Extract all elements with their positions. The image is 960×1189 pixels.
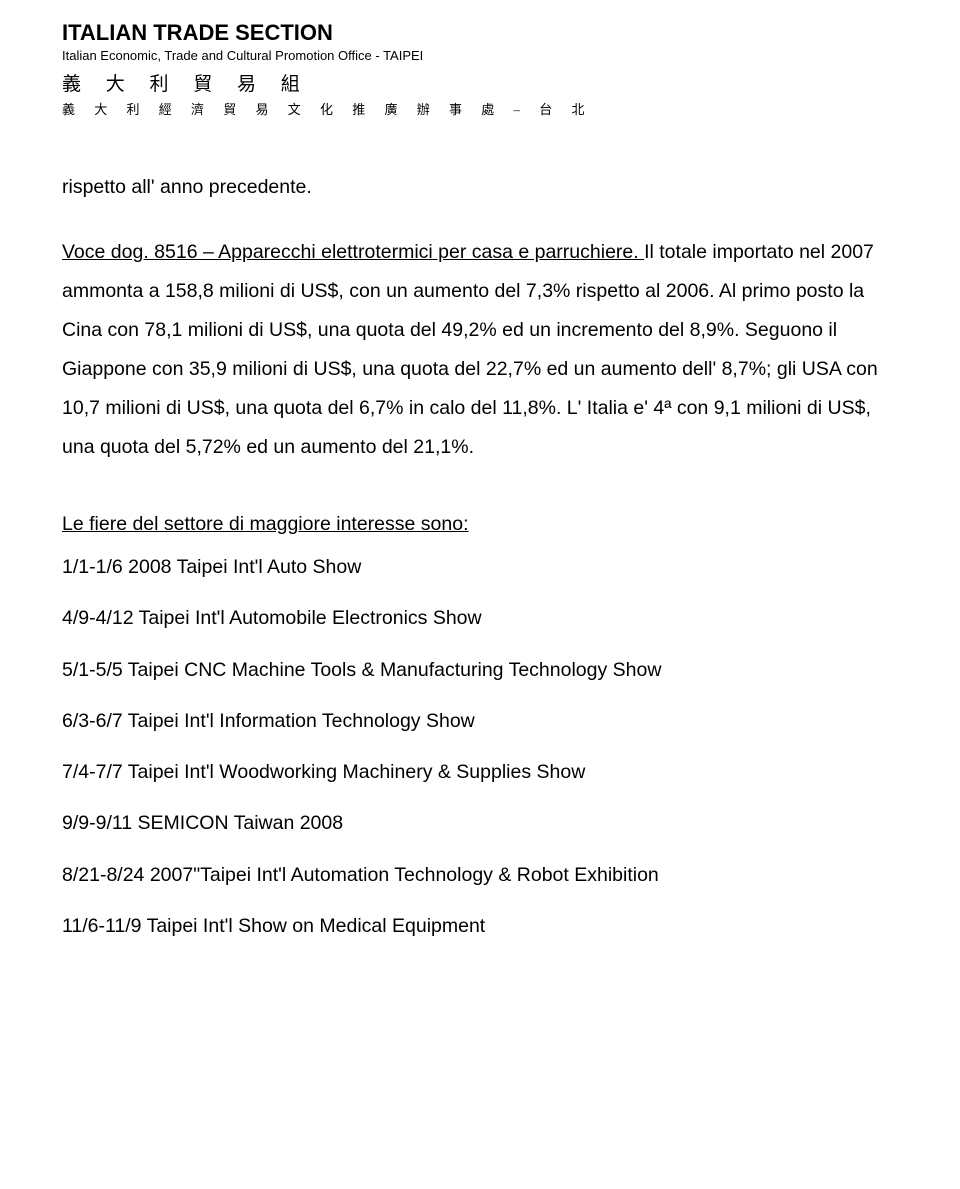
- fair-item: 7/4-7/7 Taipei Int'l Woodworking Machine…: [62, 759, 898, 786]
- fair-item: 5/1-5/5 Taipei CNC Machine Tools & Manuf…: [62, 657, 898, 684]
- fair-item: 11/6-11/9 Taipei Int'l Show on Medical E…: [62, 913, 898, 940]
- fair-item: 4/9-4/12 Taipei Int'l Automobile Electro…: [62, 605, 898, 632]
- fair-item: 1/1-1/6 2008 Taipei Int'l Auto Show: [62, 554, 898, 581]
- paragraph-2-body: Il totale importato nel 2007 ammonta a 1…: [62, 241, 878, 458]
- voce-heading: Voce dog. 8516 – Apparecchi elettrotermi…: [62, 241, 644, 263]
- fairs-heading: Le fiere del settore di maggiore interes…: [62, 513, 898, 536]
- fair-item: 8/21-8/24 2007"Taipei Int'l Automation T…: [62, 862, 898, 889]
- letterhead-subtitle: Italian Economic, Trade and Cultural Pro…: [62, 48, 898, 63]
- letterhead-title: ITALIAN TRADE SECTION: [62, 20, 898, 46]
- fair-item: 9/9-9/11 SEMICON Taiwan 2008: [62, 810, 898, 837]
- fairs-list: 1/1-1/6 2008 Taipei Int'l Auto Show 4/9-…: [62, 554, 898, 940]
- paragraph-1: rispetto all' anno precedente.: [62, 168, 898, 207]
- fair-item: 6/3-6/7 Taipei Int'l Information Technol…: [62, 708, 898, 735]
- document-page: ITALIAN TRADE SECTION Italian Economic, …: [0, 0, 960, 1004]
- body-text: rispetto all' anno precedente. Voce dog.…: [62, 168, 898, 467]
- paragraph-2: Voce dog. 8516 – Apparecchi elettrotermi…: [62, 233, 898, 467]
- letterhead-cjk-line2: 義 大 利 經 濟 貿 易 文 化 推 廣 辦 事 處 – 台 北: [62, 99, 898, 118]
- letterhead-cjk-line1: 義 大 利 貿 易 組: [62, 69, 898, 96]
